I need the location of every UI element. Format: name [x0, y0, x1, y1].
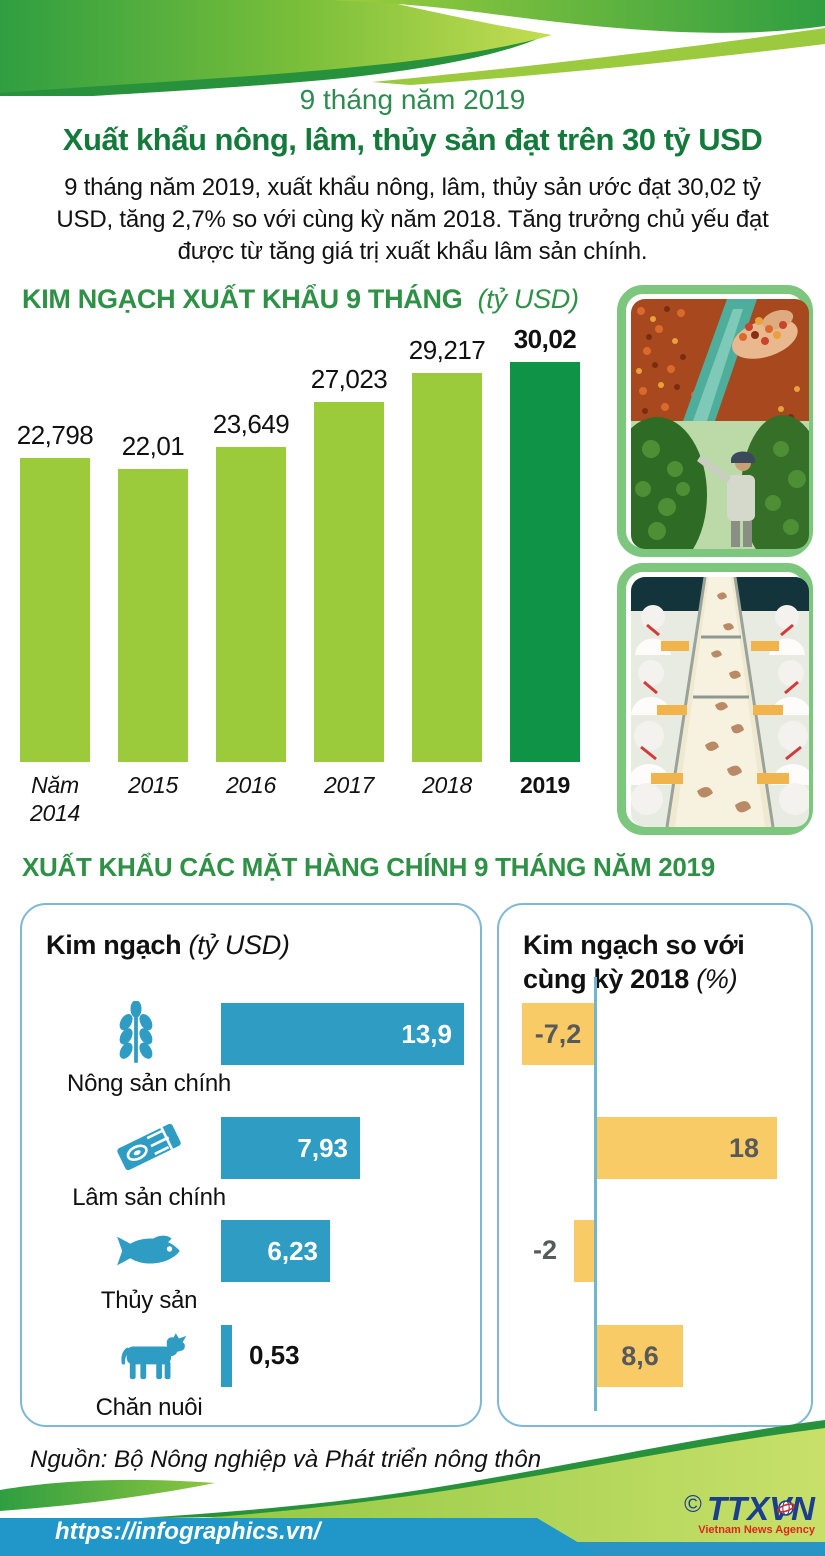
bar-value-label: 13,9	[401, 1018, 452, 1049]
bar-column-2015: 22,01	[118, 431, 188, 762]
agency-name: TTXVN	[706, 1490, 815, 1527]
row-label-nong-san: Nông sản chính	[67, 1070, 231, 1097]
bar-value-label-outside: -2	[533, 1235, 558, 1265]
wheat-icon	[114, 1001, 184, 1063]
bar-2019-highlight	[510, 362, 580, 762]
bottom-wave-left-swoosh	[0, 1479, 215, 1511]
x-tick-2019: 2019	[520, 772, 570, 798]
bar-lam-san: 7,93	[221, 1117, 360, 1179]
chart1-title-text: KIM NGẠCH XUẤT KHẨU 9 THÁNG	[22, 284, 463, 314]
bar-2016	[216, 447, 286, 762]
bar-2014	[20, 458, 90, 762]
bar-change-nong-san: -7,2	[522, 1003, 594, 1065]
coffee-and-pepper-photos	[631, 299, 809, 549]
shrimp-processing-line-photo	[631, 577, 809, 827]
bar-2017	[314, 402, 384, 762]
bottom-wave-decoration	[0, 1420, 825, 1556]
top-wave-right-band	[330, 0, 825, 33]
bar-column-2017: 27,023	[311, 364, 388, 762]
row-label-lam-san: Lâm sản chính	[72, 1184, 226, 1211]
panel-change-vs-2018: Kim ngạch so với cùng kỳ 2018 (%) -7,2 1…	[497, 903, 813, 1427]
bar-column-2016: 23,649	[213, 409, 290, 762]
bar-2015	[118, 469, 188, 762]
pepper-harvesting-photo	[631, 415, 809, 549]
globe-icon	[777, 1500, 795, 1516]
workers-left	[631, 605, 689, 815]
workers-right	[751, 605, 809, 815]
bar-change-thuy-san	[574, 1220, 594, 1282]
agency-caption: Vietnam News Agency	[698, 1524, 815, 1536]
bar-nong-san: 13,9	[221, 1003, 464, 1065]
row-label-chan-nuoi: Chăn nuôi	[95, 1394, 203, 1421]
bar-value-label: 22,798	[16, 420, 94, 450]
bar-2018	[412, 373, 482, 762]
source-note: Nguồn: Bộ Nông nghiệp và Phát triển nông…	[30, 1446, 542, 1473]
x-tick-2018: 2018	[422, 772, 472, 798]
panel-left-unit-label: (tỷ USD)	[188, 930, 290, 960]
panel-right-title-line2: cùng kỳ 2018	[523, 963, 689, 994]
chart1-title: KIM NGẠCH XUẤT KHẨU 9 THÁNG (tỷ USD)	[22, 284, 579, 315]
bar-value-label: 30,02	[513, 324, 577, 354]
bar-value-label: 7,93	[297, 1132, 348, 1163]
x-tick-2016: 2016	[226, 772, 276, 798]
panel-left-title-text: Kim ngạch	[46, 930, 182, 960]
fish-icon	[114, 1229, 184, 1273]
panel-right-title: Kim ngạch so với cùng kỳ 2018 (%)	[523, 929, 811, 997]
bar-value-label: 22,01	[121, 431, 185, 461]
bar-column-2018: 29,217	[409, 335, 486, 762]
bar-value-label: -7,2	[534, 1018, 582, 1049]
cow-icon	[114, 1330, 187, 1384]
copyright-icon: ©	[684, 1491, 702, 1518]
bar-value-label: 23,649	[212, 409, 290, 439]
top-wave-main-swoosh	[0, 0, 552, 93]
bar-chan-nuoi	[221, 1325, 232, 1387]
bar-value-label: 27,023	[310, 364, 388, 394]
bar-thuy-san: 6,23	[221, 1220, 330, 1282]
bar-value-label-outside: 0,53	[249, 1340, 300, 1370]
zero-axis-line	[594, 977, 597, 1411]
page-title: Xuất khẩu nông, lâm, thủy sản đạt trên 3…	[62, 122, 763, 157]
bar-value-label: 18	[728, 1132, 759, 1163]
x-tick-2014: Năm 2014	[30, 772, 80, 826]
panel-right-title-line1: Kim ngạch so với	[523, 930, 745, 960]
header-period: 9 tháng năm 2019	[299, 84, 526, 115]
bar-column-2014: 22,798	[17, 420, 94, 762]
bar-change-chan-nuoi: 8,6	[597, 1325, 683, 1387]
header: 9 tháng năm 2019 Xuất khẩu nông, lâm, th…	[0, 84, 825, 268]
photo-card-seafood	[617, 563, 813, 835]
x-tick-2015: 2015	[128, 772, 178, 798]
ttxvn-logo: © TTXVN Vietnam News Agency	[680, 1490, 815, 1536]
panel-turnover-by-commodity: Kim ngạch (tỷ USD) Nông sản chính 13,9	[20, 903, 482, 1427]
url-ribbon	[0, 1518, 601, 1556]
bar-chart-export-turnover: 22,798 22,01 23,649 27,023 29,217 30,02 …	[17, 324, 610, 826]
website-url: https://infographics.vn/	[55, 1518, 321, 1545]
bar-value-label: 29,217	[408, 335, 486, 365]
section2-title: XUẤT KHẨU CÁC MẶT HÀNG CHÍNH 9 THÁNG NĂM…	[22, 852, 715, 882]
bar-change-lam-san: 18	[597, 1117, 777, 1179]
coffee-beans-sorting-photo	[631, 299, 809, 421]
wood-plank-icon	[114, 1119, 184, 1175]
bar-column-2019: 30,02	[510, 324, 580, 762]
photo-card-agriculture	[617, 285, 813, 557]
top-wave-thin-band	[372, 28, 825, 85]
bar-value-label: 8,6	[621, 1340, 659, 1371]
panel-left-title: Kim ngạch (tỷ USD)	[46, 929, 480, 963]
header-description: 9 tháng năm 2019, xuất khẩu nông, lâm, t…	[56, 174, 769, 266]
x-tick-2017: 2017	[324, 772, 374, 798]
bar-value-label: 6,23	[267, 1235, 318, 1266]
panel-right-unit-label: (%)	[696, 963, 738, 994]
top-wave-decoration	[0, 0, 825, 96]
row-label-thuy-san: Thủy sản	[100, 1287, 198, 1314]
top-wave-shadow	[0, 34, 548, 96]
chart1-unit-label: (tỷ USD)	[477, 284, 579, 314]
